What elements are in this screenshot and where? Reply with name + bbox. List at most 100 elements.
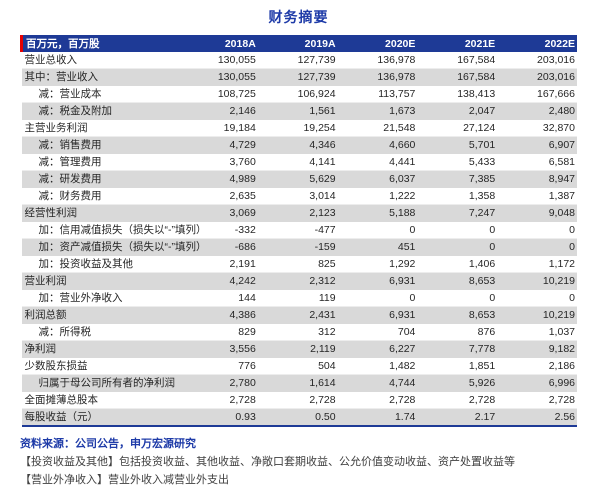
cell-value: 1,358 — [468, 190, 496, 202]
cell-value: 504 — [318, 360, 336, 372]
cell-value: 4,141 — [309, 156, 336, 168]
table-row: 净利润 3,556 2,119 6,227 7,778 9,182 — [21, 340, 577, 358]
cell-value: 776 — [238, 360, 256, 372]
cell-value: 6,227 — [389, 343, 416, 355]
cell-value: 113,757 — [378, 88, 416, 100]
row-label: 净利润 — [24, 343, 57, 355]
cell-value: 2,123 — [309, 207, 336, 219]
cell-value: 2,728 — [389, 394, 416, 406]
cell-value: 829 — [238, 326, 256, 338]
table-row: 减：税金及附加 2,146 1,561 1,673 2,047 2,480 — [21, 102, 577, 120]
cell-value: 5,701 — [468, 139, 496, 151]
row-label: 加：投资收益及其他 — [38, 258, 134, 270]
table-row: 营业利润 4,242 2,312 6,931 8,653 10,219 — [21, 272, 577, 290]
cell-value: 167,584 — [457, 54, 496, 66]
cell-value: 1,614 — [309, 377, 336, 389]
cell-value: 1,561 — [309, 105, 336, 117]
cell-value: 0 — [489, 241, 496, 253]
cell-value: 1,851 — [468, 360, 496, 372]
row-label: 营业利润 — [24, 275, 67, 287]
cell-value: -686 — [234, 241, 256, 253]
table-row: 加：信用减值损失（损失以“-”填列） -332 -477 0 0 0 — [21, 222, 577, 239]
cell-value: 2,480 — [548, 105, 575, 117]
cell-value: 127,739 — [297, 71, 336, 83]
cell-value: 1,037 — [548, 326, 575, 338]
row-label: 主营业务利润 — [24, 122, 88, 134]
cell-value: 6,931 — [389, 275, 416, 287]
row-label: 减：营业成本 — [38, 88, 102, 100]
cell-value: 1.74 — [394, 411, 416, 423]
row-label: 加：营业外净收入 — [38, 292, 123, 304]
cell-value: 2,635 — [229, 190, 256, 202]
row-label: 减：财务费用 — [38, 190, 102, 202]
table-row: 经营性利润 3,069 2,123 5,188 7,247 9,048 — [21, 204, 577, 222]
row-label: 减：所得税 — [38, 326, 92, 338]
cell-value: 704 — [397, 326, 416, 338]
table-row: 营业总收入 130,055 127,739 136,978 167,584 203,016 — [21, 52, 577, 69]
cell-value: 167,666 — [537, 88, 575, 100]
cell-value: 19,254 — [303, 122, 336, 134]
cell-value: 5,188 — [389, 207, 416, 219]
year-column-header: 2018A — [178, 35, 258, 52]
row-label: 减：税金及附加 — [38, 105, 113, 117]
cell-value: 4,989 — [229, 173, 256, 185]
cell-value: 0 — [569, 224, 575, 236]
cell-value: 32,870 — [542, 122, 575, 134]
cell-value: 2,119 — [310, 343, 336, 355]
cell-value: 0.50 — [315, 411, 336, 423]
cell-value: 8,947 — [548, 173, 575, 185]
cell-value: 119 — [318, 292, 336, 304]
cell-value: 0 — [409, 292, 416, 304]
cell-value: 138,413 — [457, 88, 496, 100]
row-label: 减：研发费用 — [38, 173, 102, 185]
row-label: 加：资产减值损失（损失以“-”填列） — [38, 241, 207, 253]
cell-value: 2,431 — [309, 309, 336, 321]
cell-value: 876 — [477, 326, 496, 338]
table-row: 减：所得税 829 312 704 876 1,037 — [21, 324, 577, 341]
cell-value: 4,729 — [229, 139, 256, 151]
cell-value: 7,778 — [468, 343, 496, 355]
cell-value: 10,219 — [542, 309, 575, 321]
cell-value: 312 — [318, 326, 336, 338]
row-label: 加：信用减值损失（损失以“-”填列） — [38, 224, 207, 236]
cell-value: 0 — [569, 292, 575, 304]
cell-value: 106,924 — [297, 88, 336, 100]
table-row: 减：财务费用 2,635 3,014 1,222 1,358 1,387 — [21, 188, 577, 205]
cell-value: 8,653 — [468, 309, 496, 321]
table-row: 利润总额 4,386 2,431 6,931 8,653 10,219 — [21, 306, 577, 324]
cell-value: -159 — [314, 241, 336, 253]
cell-value: 2,191 — [229, 258, 256, 270]
cell-value: 2,312 — [309, 275, 336, 287]
cell-value: 4,441 — [389, 156, 416, 168]
cell-value: 4,744 — [389, 377, 416, 389]
year-column-header: 2020E — [337, 35, 418, 52]
cell-value: 167,584 — [457, 71, 496, 83]
cell-value: 0.93 — [235, 411, 256, 423]
cell-value: 2,728 — [548, 394, 575, 406]
table-row: 主营业务利润 19,184 19,254 21,548 27,124 32,870 — [21, 120, 577, 137]
cell-value: 21,548 — [383, 122, 416, 134]
table-header-row: 百万元，百万股 2018A 2019A 2020E 2021E 2022E — [20, 35, 577, 52]
year-column-header: 2019A — [257, 35, 338, 52]
cell-value: 4,660 — [389, 139, 416, 151]
cell-value: 2.56 — [554, 411, 575, 423]
cell-value: 2,047 — [468, 105, 496, 117]
table-row: 加：投资收益及其他 2,191 825 1,292 1,406 1,172 — [21, 256, 577, 273]
table-row: 减：研发费用 4,989 5,629 6,037 7,385 8,947 — [21, 170, 577, 188]
cell-value: 6,996 — [548, 377, 575, 389]
cell-value: 2,728 — [309, 394, 336, 406]
cell-value: 2,780 — [229, 377, 256, 389]
cell-value: 3,069 — [229, 207, 256, 219]
cell-value: 5,433 — [468, 156, 496, 168]
row-label: 其中：营业收入 — [24, 71, 99, 83]
unit-column-header: 百万元，百万股 — [20, 35, 178, 52]
cell-value: 0 — [409, 224, 416, 236]
row-label: 利润总额 — [24, 309, 67, 321]
cell-value: 2,728 — [229, 394, 256, 406]
table-row: 每股收益（元） 0.93 0.50 1.74 2.17 2.56 — [21, 408, 577, 426]
cell-value: 6,037 — [389, 173, 416, 185]
footnote-investment-income: 【投资收益及其他】包括投资收益、其他收益、净敞口套期收益、公允价值变动收益、资产… — [20, 456, 515, 468]
table-row: 其中：营业收入 130,055 127,739 136,978 167,584 203,0… — [21, 68, 577, 86]
cell-value: 1,387 — [548, 190, 575, 202]
table-row: 少数股东损益 776 504 1,482 1,851 2,186 — [21, 358, 577, 375]
